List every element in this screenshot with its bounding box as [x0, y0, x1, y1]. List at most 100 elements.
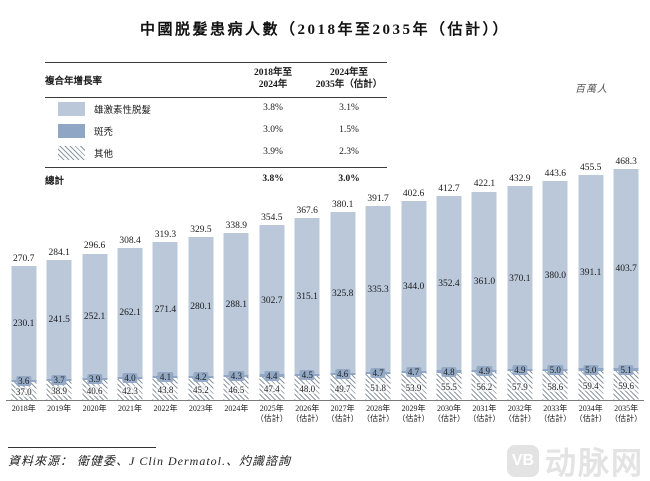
- total-value-label: 412.7: [438, 184, 460, 195]
- androgenetic-value-label: 325.8: [331, 288, 354, 299]
- x-label-2019年: 2019年: [47, 404, 72, 413]
- x-label-2024年: 2024年: [224, 404, 249, 413]
- bar-stack: [436, 196, 462, 400]
- bar-2035年: 468.3 403.7 5.1 59.6: [608, 155, 643, 400]
- segment-androgenetic: [152, 242, 178, 377]
- other-swatch-icon: [58, 146, 85, 160]
- total-value-label: 284.1: [48, 247, 70, 258]
- bar-2032年: 432.9 370.1 4.9 57.9: [502, 155, 537, 400]
- x-label-2034年: 2034年 （估計）: [574, 404, 607, 424]
- cagr-header-col1-line1: 2018年至: [253, 68, 292, 79]
- total-value-label: 338.9: [225, 220, 248, 231]
- bar-2027年: 380.1 325.8 4.6 49.7: [325, 155, 360, 400]
- legend-label-other: 其他: [94, 150, 114, 160]
- bar-2025年: 354.5 302.7 4.4 47.4: [254, 155, 289, 400]
- areata-cagr-2018-2024: 3.0%: [263, 125, 283, 136]
- segment-androgenetic: [507, 186, 533, 369]
- x-label-2031年: 2031年 （估計）: [468, 404, 501, 424]
- other-value-label: 42.3: [121, 385, 139, 396]
- areata-value-label: 4.5: [299, 370, 315, 381]
- total-row-label: 總計: [45, 177, 65, 187]
- bar-2021年: 308.4 262.1 4.0 42.3: [112, 155, 147, 400]
- bar-stack: [613, 168, 639, 400]
- androgenetic-value-label: 361.0: [473, 276, 496, 287]
- segment-androgenetic: [330, 212, 356, 374]
- bar-stack: [330, 212, 356, 400]
- bar-2026年: 367.6 315.1 4.5 48.0: [290, 155, 325, 400]
- bar-2034年: 455.5 391.1 5.0 59.4: [573, 155, 608, 400]
- androgenetic-value-label: 230.1: [13, 319, 35, 330]
- androgenetic-cagr-2018-2024: 3.8%: [263, 103, 283, 114]
- androgenetic-value-label: 280.1: [190, 302, 212, 313]
- segment-androgenetic: [223, 232, 249, 375]
- androgenetic-value-label: 391.1: [580, 267, 602, 278]
- x-label-2018年: 2018年: [11, 404, 36, 413]
- total-value-label: 367.6: [296, 206, 318, 217]
- bar-2031年: 422.1 361.0 4.9 56.2: [467, 155, 502, 400]
- androgenetic-value-label: 252.1: [83, 311, 106, 322]
- areata-value-label: 4.8: [441, 366, 457, 377]
- page-title: 中國脱髮患病人數（2018年至2035年（估計））: [139, 22, 510, 38]
- total-value-label: 329.5: [190, 225, 212, 236]
- other-value-label: 45.2: [192, 384, 210, 395]
- x-label-2030年: 2030年 （估計）: [432, 404, 465, 424]
- x-label-estimated-note: （估計）: [574, 414, 607, 424]
- x-label-estimated-note: （估計）: [255, 414, 288, 424]
- other-value-label: 49.7: [333, 383, 352, 394]
- x-label-2028年: 2028年 （估計）: [362, 404, 395, 424]
- segment-androgenetic: [436, 196, 462, 371]
- x-label-estimated-note: （估計）: [326, 414, 359, 424]
- androgenetic-value-label: 271.4: [154, 305, 177, 316]
- areata-value-label: 3.9: [86, 373, 103, 384]
- areata-value-label: 4.2: [193, 371, 209, 382]
- x-label-2027年: 2027年 （估計）: [326, 404, 359, 424]
- androgenetic-value-label: 241.5: [48, 315, 70, 326]
- areata-value-label: 5.1: [618, 364, 634, 375]
- androgenetic-value-label: 344.0: [402, 282, 425, 293]
- areata-value-label: 4.6: [335, 369, 351, 380]
- other-value-label: 59.4: [581, 381, 600, 392]
- segment-androgenetic: [117, 247, 143, 378]
- total-value-label: 422.1: [473, 179, 496, 190]
- total-cagr-2024-2035: 3.0%: [338, 174, 360, 185]
- x-axis-labels: 2018年 2019年 2020年 2021年 2022年 2023年 2024年 2025年…: [6, 404, 644, 425]
- cagr-header-col1-line2: 2024年: [258, 80, 288, 90]
- cagr-header-col2-line1: 2024年至: [329, 68, 368, 79]
- total-value-label: 391.7: [367, 194, 389, 205]
- total-cagr-2018-2024: 3.8%: [262, 174, 284, 185]
- vb-logo-icon: VB: [507, 444, 539, 477]
- bar-stack: [259, 224, 285, 400]
- x-label-estimated-note: （估計）: [503, 414, 536, 424]
- x-label-2033年: 2033年 （估計）: [539, 404, 572, 424]
- other-value-label: 57.9: [510, 381, 529, 392]
- other-value-label: 40.6: [85, 385, 104, 396]
- androgenetic-value-label: 380.0: [544, 270, 566, 281]
- areata-value-label: 4.9: [512, 365, 528, 376]
- bar-2019年: 284.1 241.5 3.7 38.9: [41, 155, 76, 400]
- areata-value-label: 4.7: [370, 368, 386, 379]
- x-label-2026年: 2026年 （估計）: [291, 404, 324, 424]
- legend-label-areata: 斑禿: [94, 128, 114, 138]
- areata-swatch-icon: [58, 124, 85, 138]
- androgenetic-value-label: 403.7: [615, 264, 637, 275]
- x-label-estimated-note: （估計）: [397, 414, 430, 424]
- total-value-label: 455.5: [580, 162, 602, 173]
- total-value-label: 319.3: [154, 230, 177, 241]
- cagr-total-row: 總計 3.8% 3.0%: [45, 167, 387, 189]
- bar-2022年: 319.3 271.4 4.1 43.8: [148, 155, 183, 400]
- areata-value-label: 5.0: [583, 364, 599, 375]
- areata-value-label: 5.0: [547, 365, 563, 376]
- bar-2018年: 270.7 230.1 3.6 37.0: [6, 155, 41, 400]
- other-value-label: 37.0: [14, 386, 33, 397]
- segment-androgenetic: [82, 253, 108, 379]
- segment-androgenetic: [401, 201, 427, 372]
- x-label-estimated-note: （估計）: [468, 414, 501, 424]
- segment-androgenetic: [471, 191, 497, 370]
- other-value-label: 56.2: [475, 382, 494, 393]
- source-text: 資料來源： 衛健委、J Clin Dermatol.、灼識諮詢: [8, 454, 291, 468]
- bar-2030年: 412.7 352.4 4.8 55.5: [431, 155, 466, 400]
- areata-value-label: 4.9: [476, 366, 493, 377]
- areata-cagr-2024-2035: 1.5%: [339, 125, 359, 136]
- segment-androgenetic: [259, 224, 285, 375]
- cagr-table-header: 複合年增長率 2018年至 2024年 2024年至 2035年（估計）: [45, 62, 387, 98]
